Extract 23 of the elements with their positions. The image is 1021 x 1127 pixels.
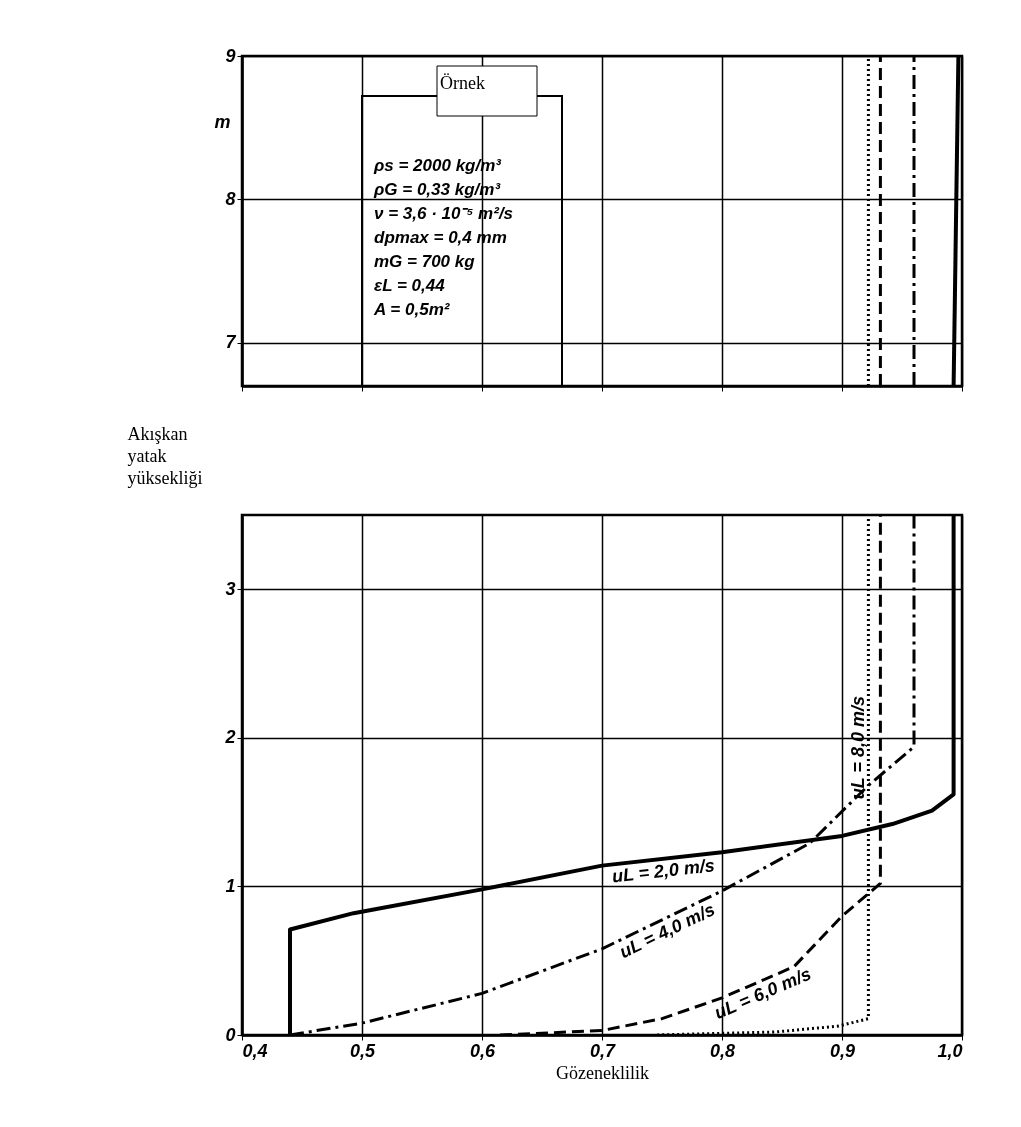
y-tick-label: 1 (225, 875, 236, 896)
y-tick-label: 8 (225, 188, 236, 209)
y-tick-label: 0 (225, 1024, 236, 1045)
y-tick-label: 9 (225, 45, 236, 66)
y-axis-title: Akışkan yatak yüksekliği (127, 423, 203, 488)
x-tick-label: 0,4 (242, 1040, 268, 1061)
y-tick-label: 3 (225, 578, 236, 599)
annotation: εL = 0,44 (374, 276, 446, 295)
x-tick-label: 0,6 (469, 1040, 496, 1061)
text: uL = 4,0 m/s (616, 899, 719, 963)
annotation: A = 0,5m² (373, 300, 451, 319)
x-tick-label: 0,8 (709, 1040, 736, 1061)
x-tick-label: 0,7 (589, 1040, 616, 1061)
y-tick-label: 2 (224, 727, 236, 748)
y-axis-title: m (214, 111, 231, 132)
y-tick-label: 7 (225, 332, 237, 353)
annotation: Örnek (440, 73, 485, 93)
x-axis-title: Gözeneklilik (556, 1062, 649, 1083)
annotation: mG = 700 kg (374, 252, 476, 271)
x-tick-label: 0,5 (349, 1040, 376, 1061)
x-tick-label: 1,0 (937, 1040, 963, 1061)
x-tick-label: 0,9 (829, 1040, 856, 1061)
text: uL = 2,0 m/s (610, 855, 716, 887)
